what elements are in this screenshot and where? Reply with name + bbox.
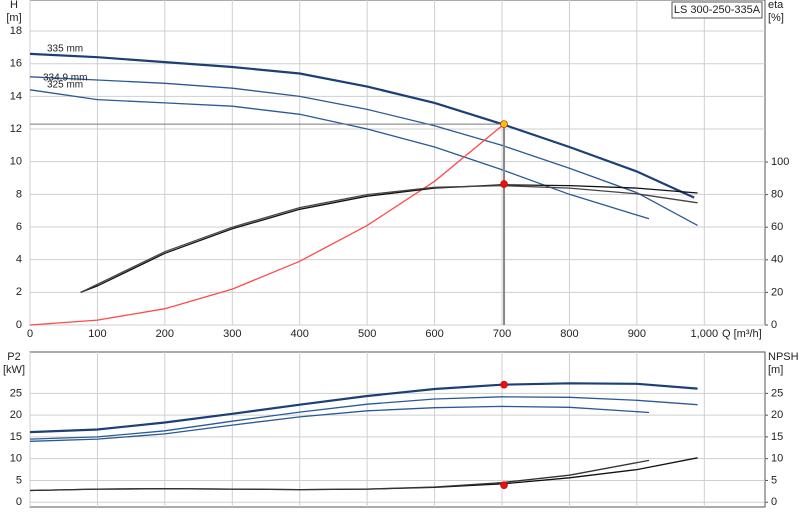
y2-tick-label: 20	[771, 286, 783, 298]
curve	[29, 459, 650, 492]
y-tick-label: 0	[16, 319, 22, 331]
x-tick-label: 900	[628, 328, 646, 340]
y2-axis-unit: [%]	[768, 12, 784, 24]
operating-point	[500, 380, 508, 389]
y-tick-label: 2	[16, 286, 22, 298]
y2-tick-label: 5	[771, 474, 777, 486]
curve	[29, 382, 698, 434]
title-box	[671, 1, 763, 19]
y2-tick-label: 25	[771, 387, 783, 399]
y-axis-unit: [m]	[6, 12, 21, 24]
x-tick-label: 700	[493, 328, 511, 340]
curve	[29, 396, 698, 440]
curve	[29, 76, 698, 226]
y-tick-label: 4	[16, 254, 22, 266]
y-tick-label: 20	[10, 409, 22, 421]
y-tick-label: 0	[16, 496, 22, 508]
y2-tick-label: 0	[771, 496, 777, 508]
x-tick-label: 200	[156, 328, 174, 340]
curve-label: 325 mm	[47, 79, 83, 90]
y2-tick-label: 10	[771, 453, 783, 465]
x-tick-label: 500	[358, 328, 376, 340]
y-axis-unit: [kW]	[3, 364, 25, 376]
x-tick-label: 1,000	[691, 328, 719, 340]
y2-tick-label: 80	[771, 189, 783, 201]
y2-tick-label: 60	[771, 221, 783, 233]
curve-label: 334.9 mm	[43, 72, 87, 83]
y-tick-label: 14	[10, 90, 22, 102]
y-tick-label: 10	[10, 156, 22, 168]
x-axis-label: Q [m³/h]	[722, 328, 762, 340]
y-tick-label: 6	[16, 221, 22, 233]
curve	[29, 52, 695, 199]
plot-area	[29, 351, 766, 508]
curve	[29, 89, 650, 220]
y-tick-label: 5	[16, 474, 22, 486]
curve	[80, 184, 698, 293]
x-tick-label: 300	[223, 328, 241, 340]
y-tick-label: 10	[10, 453, 22, 465]
y-tick-label: 18	[10, 25, 22, 37]
y2-axis-unit: [m]	[768, 364, 783, 376]
x-tick-label: 400	[291, 328, 309, 340]
y-axis-label: P2	[7, 351, 20, 363]
y-tick-label: 8	[16, 188, 22, 200]
plot-area	[29, 0, 766, 326]
y2-tick-label: 20	[771, 409, 783, 421]
curve-label: 335 mm	[47, 44, 83, 55]
y2-tick-label: 40	[771, 254, 783, 266]
y-tick-label: 16	[10, 58, 22, 70]
y2-axis-label: NPSH	[768, 351, 799, 363]
chart-title: LS 300-250-335A	[674, 4, 761, 16]
y2-tick-label: 0	[771, 319, 777, 331]
y2-axis-label: eta	[768, 0, 784, 11]
operating-point	[500, 180, 508, 188]
y2-tick-label: 100	[771, 156, 789, 168]
y-tick-label: 25	[10, 387, 22, 399]
x-tick-label: 100	[88, 328, 106, 340]
y-tick-label: 12	[10, 123, 22, 135]
y2-tick-label: 15	[771, 431, 783, 443]
operating-point	[500, 120, 508, 128]
y-axis-label: H	[10, 0, 18, 11]
x-tick-label: 600	[425, 328, 443, 340]
y-tick-label: 15	[10, 431, 22, 443]
operating-point	[500, 481, 508, 490]
x-tick-label: 0	[27, 328, 33, 340]
x-tick-label: 800	[560, 328, 578, 340]
curve	[29, 405, 650, 442]
curve	[80, 184, 698, 294]
